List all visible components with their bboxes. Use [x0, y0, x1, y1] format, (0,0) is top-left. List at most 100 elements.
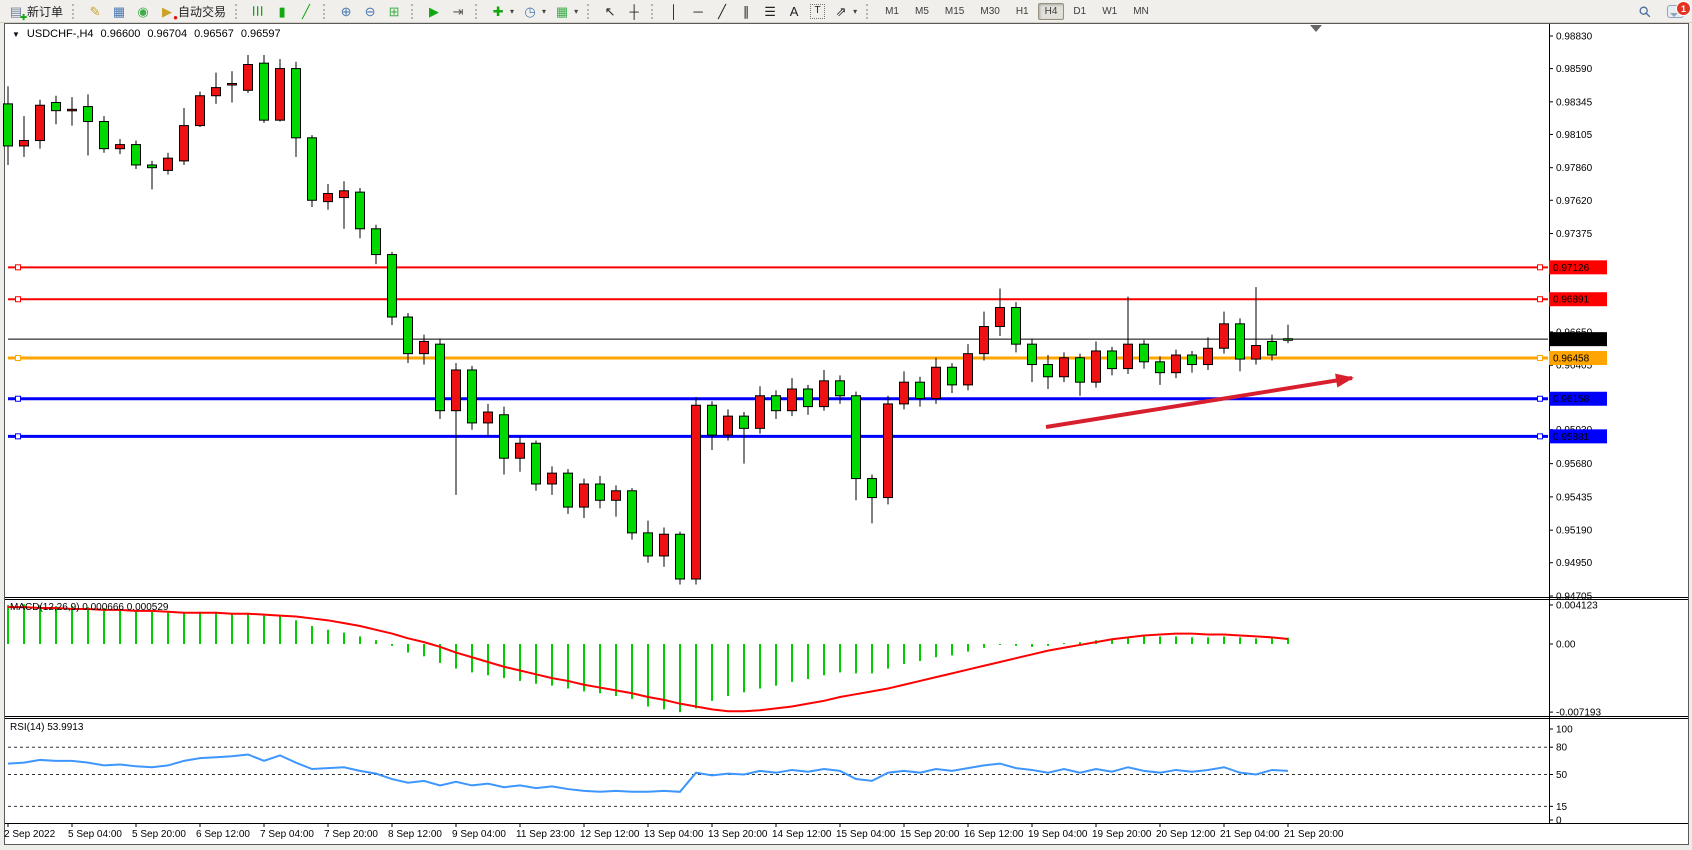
tile-windows-button[interactable]: ⊞ [382, 2, 406, 20]
zoom-out-button[interactable]: ⊖ [358, 2, 382, 20]
line-handle[interactable] [15, 433, 21, 440]
timeframe-m1[interactable]: M1 [885, 5, 899, 17]
autotrading-icon-overlay: ● [173, 13, 179, 22]
horizontal-line-object[interactable] [8, 355, 1548, 362]
timeframe-toolbar: M1 M5 M15 M30 H1 H4 D1 W1 MN [877, 0, 1157, 22]
rsi-pane: 100 80 50 15 0 [7, 725, 1573, 827]
channel-icon: ∥ [742, 3, 750, 19]
auto-scroll-button[interactable]: ▶ [422, 2, 446, 20]
rsi-axis-label: 0 [1556, 816, 1562, 827]
candle-body [595, 483, 605, 501]
vertical-line-button[interactable]: │ [662, 2, 686, 20]
arrows-button[interactable]: ⇗ ▾ [829, 2, 861, 20]
new-order-button-label: 新订单 [27, 4, 64, 19]
price-badge [1549, 351, 1607, 366]
equidistant-channel-button[interactable]: ∥ [734, 2, 758, 20]
timeframe-m5[interactable]: M5 [915, 5, 929, 17]
time-tick-label: 11 Sep 23:00 [516, 829, 575, 840]
horizontal-line-object[interactable] [8, 264, 1548, 271]
horizontal-line-object[interactable] [8, 296, 1548, 303]
timeframe-d1[interactable]: D1 [1073, 5, 1087, 17]
timeframe-mn[interactable]: MN [1133, 5, 1149, 17]
ohlc-close: 0.96597 [240, 28, 281, 40]
rsi-axis-label: 100 [1556, 725, 1573, 736]
cursor-button[interactable]: ↖ [598, 2, 622, 20]
candle-body [435, 343, 445, 412]
search-icon[interactable]: ⚲ [1635, 1, 1655, 22]
crosshair-button[interactable]: ┼ [622, 2, 646, 20]
bars-chart-button[interactable]: ☰ [246, 2, 270, 20]
chart-window [4, 23, 1689, 845]
chevron-down-icon[interactable]: ▾ [542, 6, 547, 16]
chart-dropdown-icon[interactable]: ▼ [12, 29, 20, 39]
time-axis[interactable]: 2 Sep 2022 5 Sep 04:00 5 Sep 20:00 6 Sep 12… [4, 823, 1344, 841]
line-handle[interactable] [1537, 264, 1543, 271]
line-handle[interactable] [15, 355, 21, 362]
price-badge [1549, 292, 1607, 307]
trend-arrow-shaft[interactable] [1045, 376, 1353, 429]
candle-body [211, 87, 221, 97]
candle-body [835, 380, 845, 397]
toolbar-grip [323, 3, 329, 19]
timeframe-w1[interactable]: W1 [1102, 5, 1118, 17]
metaeditor-button[interactable]: ✎ [83, 2, 107, 20]
toolbar-group: ☰ ▮ ╱ [246, 0, 318, 22]
trendline-button[interactable]: ╱ [710, 2, 734, 20]
trend-arrow[interactable] [1045, 371, 1355, 429]
candle-body [19, 140, 29, 147]
periods-button[interactable]: ◷ ▾ [518, 2, 550, 20]
rsi-axis-label: 50 [1556, 770, 1568, 781]
price-tick-label: 0.95435 [1556, 492, 1593, 503]
timeframe-h1[interactable]: H1 [1015, 5, 1029, 17]
line-handle[interactable] [1537, 355, 1543, 362]
candle-body [739, 415, 749, 429]
line-handle[interactable] [15, 264, 21, 271]
text-label-button[interactable]: T [806, 3, 829, 20]
chart-shift-button[interactable]: ⇥ [446, 2, 470, 20]
chevron-down-icon[interactable]: ▾ [853, 6, 858, 16]
line-handle[interactable] [1537, 433, 1543, 440]
candle-body [403, 316, 413, 355]
line-handle[interactable] [15, 395, 21, 402]
time-tick-label: 15 Sep 20:00 [900, 829, 960, 840]
zoom-in-button[interactable]: ⊕ [334, 2, 358, 20]
indicators-button[interactable]: ✚ ▾ [486, 2, 518, 20]
chart-title: ▼ USDCHF-,H4 0.96600 0.96704 0.96567 0.9… [12, 28, 281, 40]
chevron-down-icon[interactable]: ▾ [574, 6, 579, 16]
candlestick-chart-button[interactable]: ▮ [270, 2, 294, 20]
autotrading-button[interactable]: ▶ ● 自动交易 [155, 2, 230, 22]
price-tick-label: 0.97860 [1556, 163, 1593, 174]
time-tick-label: 9 Sep 04:00 [452, 829, 506, 840]
toolbar-group: ▶ ⇥ [422, 0, 470, 22]
signals-button[interactable]: ◉ [131, 2, 155, 20]
autotrading-button-label: 自动交易 [178, 4, 227, 19]
horizontal-line-button[interactable]: ─ [686, 2, 710, 20]
terminal-button[interactable]: ▦ [107, 2, 131, 20]
templates-button[interactable]: ▦ ▾ [550, 2, 582, 20]
terminal-icon: ▦ [112, 3, 126, 19]
toolbar-right: ⚲ 1 [1635, 0, 1691, 23]
indicators-icon: ✚ [492, 3, 504, 19]
timeframe-m15[interactable]: M15 [944, 5, 965, 17]
line-handle[interactable] [1537, 395, 1543, 402]
timeframe-m30[interactable]: M30 [980, 5, 1000, 17]
text-button[interactable]: A [782, 2, 806, 20]
price-axis[interactable]: 0.98830 0.98590 0.98345 0.98105 0.97860 0.976… [1549, 32, 1607, 603]
line-chart-button[interactable]: ╱ [294, 2, 318, 20]
notifications-button[interactable]: 1 [1667, 1, 1691, 18]
candle-body [819, 380, 829, 408]
line-handle[interactable] [1537, 296, 1543, 303]
time-tick-label: 6 Sep 12:00 [196, 829, 250, 840]
candle-body [99, 121, 109, 150]
candle-body [1043, 364, 1053, 378]
timeframe-h4[interactable]: H4 [1037, 2, 1065, 20]
fibonacci-icon: ☰ [764, 3, 776, 19]
horizontal-line-object[interactable] [8, 433, 1548, 440]
new-order-button[interactable]: ▤ ✚ 新订单 [4, 2, 67, 22]
time-tick-label: 2 Sep 2022 [4, 829, 56, 840]
fibonacci-button[interactable]: ☰ [758, 2, 782, 20]
candle-body [1027, 343, 1037, 366]
price-badge-label: 0.96891 [1553, 295, 1590, 306]
chevron-down-icon[interactable]: ▾ [510, 6, 515, 16]
line-handle[interactable] [15, 296, 21, 303]
